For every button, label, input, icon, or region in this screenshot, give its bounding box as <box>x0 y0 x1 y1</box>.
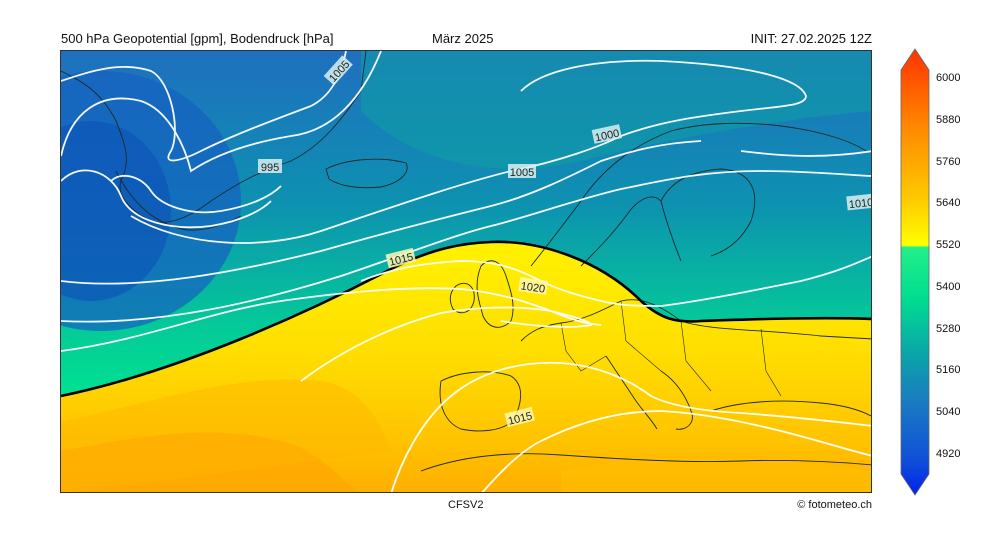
colorbar-tick-label: 5520 <box>936 239 961 252</box>
colorbar-tick-label: 5280 <box>936 322 961 335</box>
isobar-label: 995 <box>261 162 279 174</box>
contour-5520 <box>61 240 871 398</box>
warm-air-field <box>61 241 871 492</box>
colorbar-tick-label: 5040 <box>936 406 961 419</box>
isobar-label: 1005 <box>510 167 534 179</box>
colorbar-tick-label: 5760 <box>936 155 961 168</box>
map-period: März 2025 <box>432 31 494 46</box>
colorbar-gradient <box>900 48 930 496</box>
colorbar-tick-label: 5640 <box>936 197 961 210</box>
colorbar <box>900 48 930 496</box>
isobar-label: 1015 <box>507 410 534 428</box>
colorbar-tick-label: 5400 <box>936 280 961 293</box>
colorbar-tick-label: 6000 <box>936 72 961 84</box>
isobar-label: 1010 <box>848 197 872 211</box>
colorbar-tick-label: 5160 <box>936 364 961 377</box>
isobar-label: 1020 <box>520 280 546 295</box>
model-label: CFSV2 <box>448 499 484 511</box>
init-time: INIT: 27.02.2025 12Z <box>750 31 872 46</box>
forecast-map: 1005 995 1000 1005 1010 1015 <box>60 50 872 493</box>
credit-text: © fotometeo.ch <box>797 499 872 511</box>
isobars <box>61 51 871 492</box>
colorbar-tick-label: 5880 <box>936 113 961 126</box>
map-title: 500 hPa Geopotential [gpm], Bodendruck [… <box>61 31 334 46</box>
isobar-label: 1015 <box>388 251 415 269</box>
isobar-label: 1000 <box>594 128 620 145</box>
colorbar-tick-label: 4920 <box>936 448 961 460</box>
